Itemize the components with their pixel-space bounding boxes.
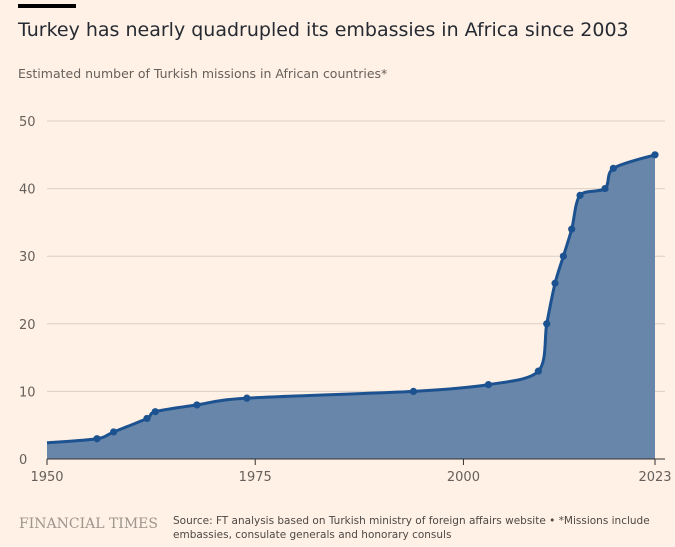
x-tick-label: 2000	[447, 470, 480, 485]
y-tick-label: 10	[19, 385, 36, 400]
data-point	[143, 414, 151, 423]
data-point	[110, 428, 118, 436]
data-point	[609, 164, 617, 172]
y-tick-label: 0	[19, 453, 27, 468]
data-point	[559, 252, 567, 260]
top-accent-bar	[18, 4, 76, 8]
data-point	[93, 435, 101, 443]
data-point	[551, 279, 559, 287]
data-point	[534, 367, 542, 375]
data-point	[568, 225, 576, 233]
data-point	[651, 151, 659, 159]
x-tick-label: 1975	[239, 470, 272, 485]
y-tick-label: 40	[19, 183, 36, 198]
chart-subtitle: Estimated number of Turkish missions in …	[18, 66, 388, 81]
data-point	[543, 320, 551, 328]
data-point	[151, 408, 159, 416]
x-tick-label: 2023	[638, 470, 671, 485]
y-tick-label: 20	[19, 318, 36, 333]
y-tick-label: 30	[19, 250, 36, 265]
chart-title: Turkey has nearly quadrupled its embassi…	[18, 19, 629, 41]
data-point	[484, 381, 493, 389]
data-point	[243, 394, 251, 402]
area-fill	[47, 154, 655, 460]
source-note: Source: FT analysis based on Turkish min…	[173, 515, 650, 541]
x-tick-label: 1950	[30, 470, 63, 485]
data-point	[409, 387, 418, 395]
data-point	[193, 401, 201, 409]
ft-logo: FINANCIAL TIMES	[19, 516, 158, 532]
data-point	[576, 191, 584, 199]
y-tick-label: 50	[19, 115, 36, 130]
data-point	[601, 185, 609, 193]
